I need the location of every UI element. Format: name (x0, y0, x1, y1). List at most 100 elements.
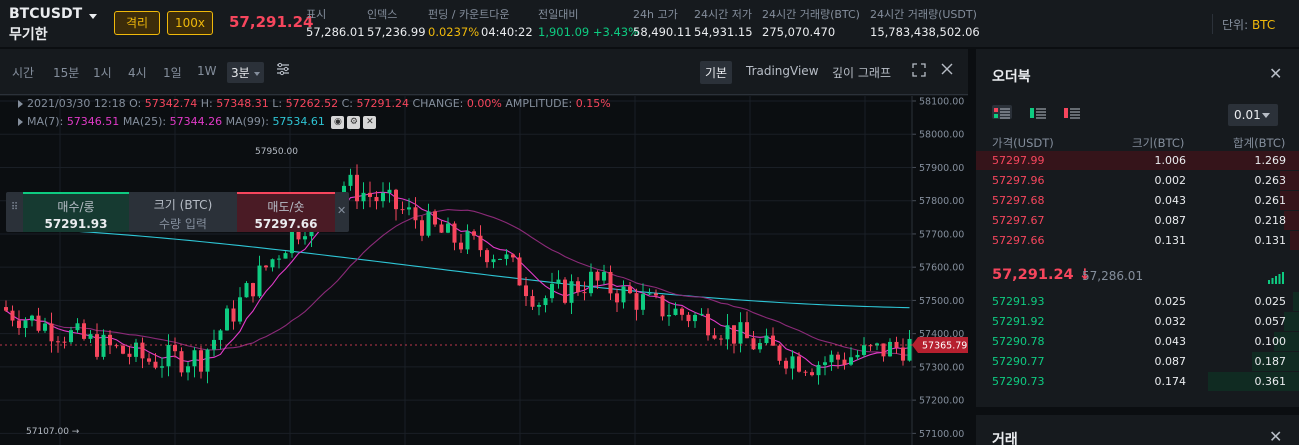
candle-body (114, 345, 119, 347)
layout-both-icon[interactable] (992, 105, 1012, 119)
candle-body (719, 338, 723, 340)
close-icon[interactable] (941, 63, 953, 79)
indicator-settings-icon[interactable] (276, 62, 290, 80)
candle-body (179, 351, 184, 373)
close-icon[interactable]: ✕ (1269, 427, 1283, 445)
ma25-value: 57344.26 (169, 115, 223, 128)
layout-asks-icon[interactable] (1062, 105, 1082, 119)
margin-mode-button[interactable]: 격리 (114, 11, 160, 35)
candle-body (829, 354, 834, 363)
view-depth-tab[interactable]: 깊이 그래프 (832, 66, 892, 80)
candle-body (212, 339, 216, 350)
candle-body (589, 271, 593, 294)
view-basic-tab[interactable]: 기본 (700, 61, 733, 84)
candle-body (186, 366, 190, 373)
bid-total: 0.025 (1254, 295, 1287, 308)
interval-1w[interactable]: 1W (197, 64, 217, 78)
symbol-name[interactable]: BTCUSDT (9, 6, 83, 22)
ask-row[interactable]: 57297.66 0.131 0.131 (976, 231, 1299, 251)
close-icon[interactable]: ✕ (1269, 64, 1283, 83)
fullscreen-icon[interactable] (912, 63, 926, 81)
ask-row[interactable]: 57297.67 0.087 0.218 (976, 211, 1299, 231)
candle-body (550, 283, 554, 299)
layout-bids-icon[interactable] (1028, 105, 1048, 119)
sell-price: 57297.66 (254, 217, 318, 231)
y-tick-label: 57700.00 (919, 229, 964, 240)
interval-1h[interactable]: 1시 (93, 66, 112, 80)
candle-body (511, 254, 515, 258)
trades-title: 거래 (992, 432, 1018, 445)
depth-bar (1284, 312, 1299, 331)
bid-row[interactable]: 57290.77 0.087 0.187 (976, 352, 1299, 372)
interval-4h[interactable]: 4시 (128, 66, 147, 80)
leverage-button[interactable]: 100x (167, 11, 213, 35)
candle-body (868, 345, 873, 347)
stat-high-value: 58,490.11 (633, 25, 692, 39)
y-tick-label: 57900.00 (919, 163, 964, 174)
size-label: 크기 (BTC) (153, 198, 213, 212)
interval-15m[interactable]: 15분 (53, 66, 80, 80)
settings-icon[interactable]: ⚙ (347, 115, 361, 129)
candle-body (426, 211, 431, 236)
bid-row[interactable]: 57290.78 0.043 0.100 (976, 332, 1299, 352)
ask-row[interactable]: 57297.99 1.006 1.269 (976, 151, 1299, 171)
sell-short-button[interactable]: 매도/숏 57297.66 (237, 192, 335, 232)
chart-toolbar: 시간 15분 1시 4시 1일 1W 3분 기본 TradingView 깊이 … (0, 49, 968, 95)
candlestick-chart[interactable]: 58100.00 58000.00 57900.00 57800.00 57700.00… (0, 96, 968, 445)
view-tradingview-tab[interactable]: TradingView (746, 64, 819, 78)
candle-body (49, 323, 54, 342)
candle-body (569, 281, 574, 303)
bid-row[interactable]: 57291.92 0.032 0.057 (976, 312, 1299, 332)
ma25-label: MA(25): (122, 115, 167, 128)
candle-body (537, 305, 541, 307)
candle-body (251, 283, 255, 297)
signal-bars-icon[interactable] (1268, 269, 1284, 288)
candle-body (862, 345, 866, 355)
quick-trade-widget: ⠿ 매수/롱 57291.93 크기 (BTC) 수량 입력 매도/숏 5729… (6, 192, 349, 232)
candle-body (147, 358, 151, 362)
stat-low-label: 24시간 저가 (694, 8, 752, 21)
symbol-dropdown-icon[interactable] (89, 14, 97, 19)
size-input[interactable]: 크기 (BTC) 수량 입력 (129, 192, 237, 232)
arrow-down-icon: ↓ (1078, 267, 1091, 283)
buy-long-button[interactable]: 매수/롱 57291.93 (23, 192, 129, 232)
bid-row[interactable]: 57291.93 0.025 0.025 (976, 292, 1299, 312)
buy-price: 57291.93 (44, 217, 108, 231)
remove-icon[interactable]: ✕ (363, 115, 377, 129)
unit-selector[interactable]: 단위: BTC (1222, 16, 1275, 33)
candle-body (543, 298, 548, 306)
ask-row[interactable]: 57297.96 0.002 0.263 (976, 171, 1299, 191)
interval-time[interactable]: 시간 (12, 66, 35, 80)
candle-body (901, 347, 905, 361)
interval-active-dropdown[interactable]: 3분 (227, 62, 264, 83)
depth-bar (1274, 332, 1299, 351)
last-price: 57,291.24 (229, 13, 314, 31)
ohlc-high: 57348.31 (216, 97, 269, 110)
stat-high-label: 24h 고가 (633, 8, 678, 21)
depth-bar (1280, 191, 1299, 210)
bid-row[interactable]: 57290.73 0.174 0.361 (976, 372, 1299, 392)
candle-body (732, 325, 736, 344)
chart-plot-area[interactable] (0, 96, 968, 445)
close-icon[interactable]: ✕ (337, 204, 347, 217)
ohlc-amp-label: AMPLITUDE: (505, 97, 573, 110)
candle-body (680, 308, 684, 315)
ask-total: 0.218 (1254, 214, 1287, 227)
candle-body (238, 297, 242, 322)
collapse-triangle-icon[interactable] (18, 118, 23, 126)
candle-body (530, 296, 535, 307)
y-tick-label: 57600.00 (919, 263, 964, 274)
eye-icon[interactable]: ◉ (331, 115, 345, 129)
tick-size-select[interactable]: 0.01 (1228, 104, 1278, 126)
drag-handle-icon[interactable]: ⠿ (10, 202, 19, 213)
candle-body (582, 292, 587, 294)
candle-body (777, 345, 782, 361)
collapse-triangle-icon[interactable] (18, 100, 23, 108)
ask-row[interactable]: 57297.68 0.043 0.261 (976, 191, 1299, 211)
y-tick-label: 57200.00 (919, 396, 964, 407)
candle-body (452, 223, 457, 243)
interval-1d[interactable]: 1일 (163, 66, 182, 80)
candle-body (842, 359, 847, 365)
candle-body (504, 254, 509, 259)
y-tick-label: 58100.00 (919, 96, 964, 107)
